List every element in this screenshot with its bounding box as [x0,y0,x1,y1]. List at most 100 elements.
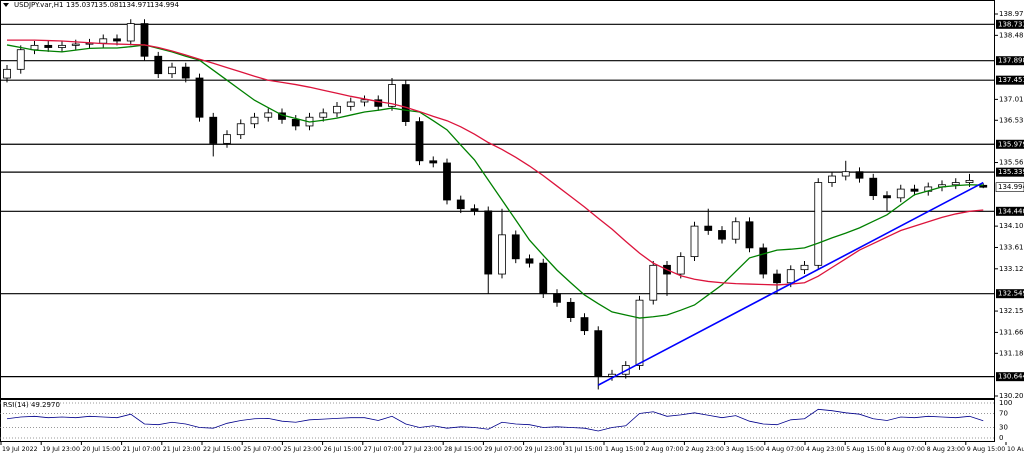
y-tick-label: 138.970 [999,10,1024,18]
y-tick-label: 131.660 [999,328,1024,336]
x-tick-label: 4 Aug 23:00 [806,446,844,453]
x-tick-label: 26 Jul 15:00 [324,446,362,453]
candle-body [456,199,465,210]
candle-body [649,264,658,301]
candle-body [539,262,548,295]
candle-body [896,188,905,199]
candle-body [800,264,809,271]
x-tick-label: 21 Jul 07:00 [123,446,161,453]
x-tick-label: 8 Aug 23:00 [927,446,965,453]
candle-body [140,23,149,57]
candle-body [869,177,878,197]
x-tick-label: 9 Aug 15:00 [967,446,1005,453]
candle-body [360,99,369,103]
x-tick-label: 10 Aug 07:00 [1007,446,1024,453]
candle-body [195,77,204,118]
x-tick-label: 5 Aug 15:00 [846,446,884,453]
candle-body [346,101,355,107]
candle-body [126,23,135,42]
x-tick-label: 27 Jul 07:00 [364,446,402,453]
x-tick-label: 20 Jul 15:00 [82,446,120,453]
candle-body [443,162,451,201]
x-tick-label: 19 Jul 23:00 [42,446,80,453]
rsi-frame [0,399,995,442]
rsi-tick-label: 70 [999,410,1008,418]
x-tick-label: 29 Jul 23:00 [525,446,563,453]
level-label: 135.979 [998,140,1024,148]
x-tick-label: 29 Jul 07:00 [484,446,522,453]
level-label: 137.451 [998,76,1024,84]
candle-body [718,230,726,240]
x-tick-label: 21 Jul 23:00 [163,446,201,453]
moving-average [6,44,984,319]
quote-value: 135.081 [94,1,123,9]
candle-body [113,38,121,42]
x-tick-label: 4 Aug 07:00 [766,446,804,453]
y-tick-label: 133.120 [999,265,1024,273]
quote-value: 134.971 [122,1,151,9]
candle-body [965,179,974,183]
candle-body [511,234,520,260]
candle-body [704,225,713,231]
candle-body [773,273,781,284]
trendline [597,181,984,386]
x-tick-label: 2 Aug 07:00 [645,446,683,453]
moving-average [7,39,984,286]
candle-body [44,44,53,48]
candle-body [291,119,300,127]
y-tick-label: 138.48 [999,31,1024,39]
level-label-box [996,75,1024,85]
x-tick-label: 25 Jul 23:00 [283,446,321,453]
x-tick-label: 8 Aug 07:00 [886,446,924,453]
level-label-box [996,289,1024,299]
candle-body [676,256,685,275]
candle-body [209,116,218,144]
candle-body [168,66,176,75]
quote-value: 135.037 [66,1,95,9]
candle-body [883,195,891,199]
candle-body [553,293,561,303]
candle-body [16,49,25,70]
y-tick-label: 130.200 [999,392,1024,400]
candle-body [319,112,328,118]
candle-body [250,116,259,125]
level-label: 137.898 [998,57,1024,65]
last-price-box [995,182,1024,192]
candle-body [525,258,534,264]
level-label: 130.644 [998,373,1024,381]
candle-body [470,208,479,212]
level-label-box [996,206,1024,216]
y-tick-label: 134.100 [999,222,1024,230]
y-tick-label: 132.150 [999,307,1024,315]
level-label: 134.440 [998,207,1024,215]
x-tick-label: 28 Jul 15:00 [444,446,482,453]
candle-body [333,105,341,114]
candle-body [223,134,231,144]
y-tick-label: 136.53 [999,116,1024,124]
candle-body [374,99,383,107]
level-label-box [996,139,1024,149]
candle-body [498,234,506,275]
level-label-box [996,372,1024,382]
candle-body [484,210,493,275]
candle-body [71,43,80,46]
candle-body [759,247,768,275]
candle-body [951,182,960,186]
x-tick-label: 31 Jul 15:00 [565,446,603,453]
candle-body [429,160,438,164]
candle-body [99,38,108,44]
candle-body [415,121,424,162]
candle-body [841,171,850,177]
candle-body [828,175,836,183]
candle-body [979,184,988,188]
quote-value: 134.994 [150,1,179,9]
candle-body [855,171,864,179]
rsi-tick-label: 100 [999,399,1012,407]
level-label-box [996,19,1024,29]
candle-body [910,188,919,192]
candle-body [58,44,66,48]
candle-body [690,225,699,258]
x-tick-label: 3 Aug 15:00 [726,446,764,453]
x-tick-label: 19 Jul 2022 [2,446,38,453]
level-label-box [996,167,1024,177]
